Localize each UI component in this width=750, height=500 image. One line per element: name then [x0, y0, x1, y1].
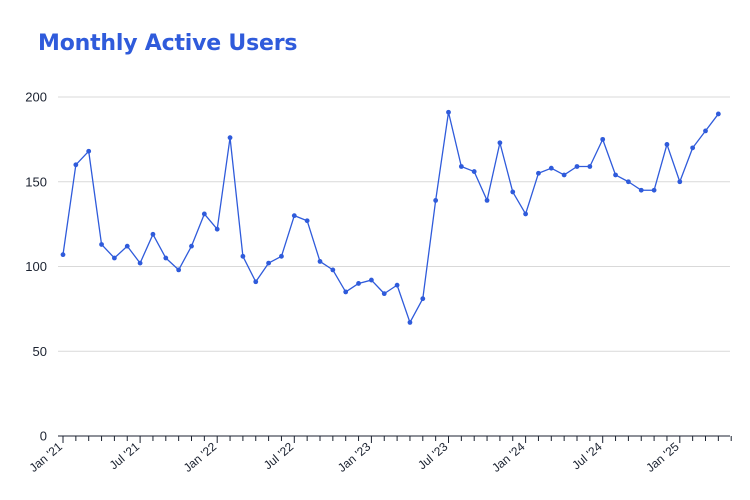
x-tick-label: Jan '22 [181, 439, 220, 475]
x-tick-label: Jan '23 [335, 439, 374, 475]
data-point [189, 243, 194, 249]
data-point [86, 148, 92, 154]
data-point [73, 162, 79, 168]
data-point [484, 197, 490, 203]
data-point [150, 231, 156, 237]
data-point [613, 172, 618, 178]
x-tick-label: Jan '25 [643, 439, 682, 475]
data-point [677, 179, 683, 185]
data-point [99, 242, 104, 247]
data-point [176, 267, 182, 273]
data-point [112, 255, 117, 261]
data-point [638, 187, 644, 193]
data-point [626, 179, 631, 185]
data-point [381, 291, 387, 297]
data-point [510, 189, 516, 195]
data-point [394, 282, 400, 288]
data-point [703, 128, 708, 134]
data-point [690, 145, 696, 151]
chart-title: Monthly Active Users [38, 31, 298, 56]
data-point [561, 172, 567, 178]
data-point [356, 281, 361, 286]
data-point [201, 211, 207, 217]
data-point [214, 226, 220, 232]
data-point [279, 253, 284, 259]
data-point [600, 136, 606, 142]
data-point [60, 252, 66, 258]
y-tick-label: 50 [33, 344, 47, 359]
data-point [458, 164, 464, 169]
x-tick-label: Jul '22 [261, 439, 297, 472]
x-tick-label: Jul '24 [569, 439, 605, 472]
data-point [227, 135, 233, 141]
data-point [651, 187, 657, 193]
x-tick-label: Jul '23 [415, 439, 451, 472]
x-tick-label: Jul '21 [107, 439, 143, 472]
data-point [548, 165, 554, 171]
data-point [137, 260, 143, 266]
data-point [343, 289, 349, 295]
data-point [124, 243, 130, 249]
data-point [240, 253, 246, 259]
data-point [291, 213, 297, 219]
data-point [574, 164, 580, 169]
data-point [523, 211, 528, 217]
data-point [664, 142, 670, 147]
data-point [536, 170, 541, 176]
data-point [369, 277, 374, 283]
y-tick-label: 200 [25, 90, 47, 105]
data-point [317, 259, 323, 264]
data-point [163, 255, 169, 261]
data-point [266, 260, 271, 266]
data-point [420, 296, 426, 302]
data-point [446, 109, 451, 115]
x-tick-label: Jan '24 [489, 439, 528, 475]
data-point [497, 140, 503, 146]
series-line [62, 111, 719, 324]
data-point [330, 267, 336, 273]
y-tick-label: 0 [40, 429, 47, 444]
data-point [304, 218, 310, 224]
x-tick-label: Jan '21 [27, 439, 66, 475]
data-point [407, 320, 413, 325]
data-point [715, 111, 721, 117]
data-point [471, 169, 477, 174]
y-tick-label: 150 [25, 174, 47, 189]
y-tick-label: 100 [25, 259, 47, 274]
data-point [587, 164, 593, 169]
data-point [433, 197, 439, 203]
data-point [253, 279, 259, 285]
